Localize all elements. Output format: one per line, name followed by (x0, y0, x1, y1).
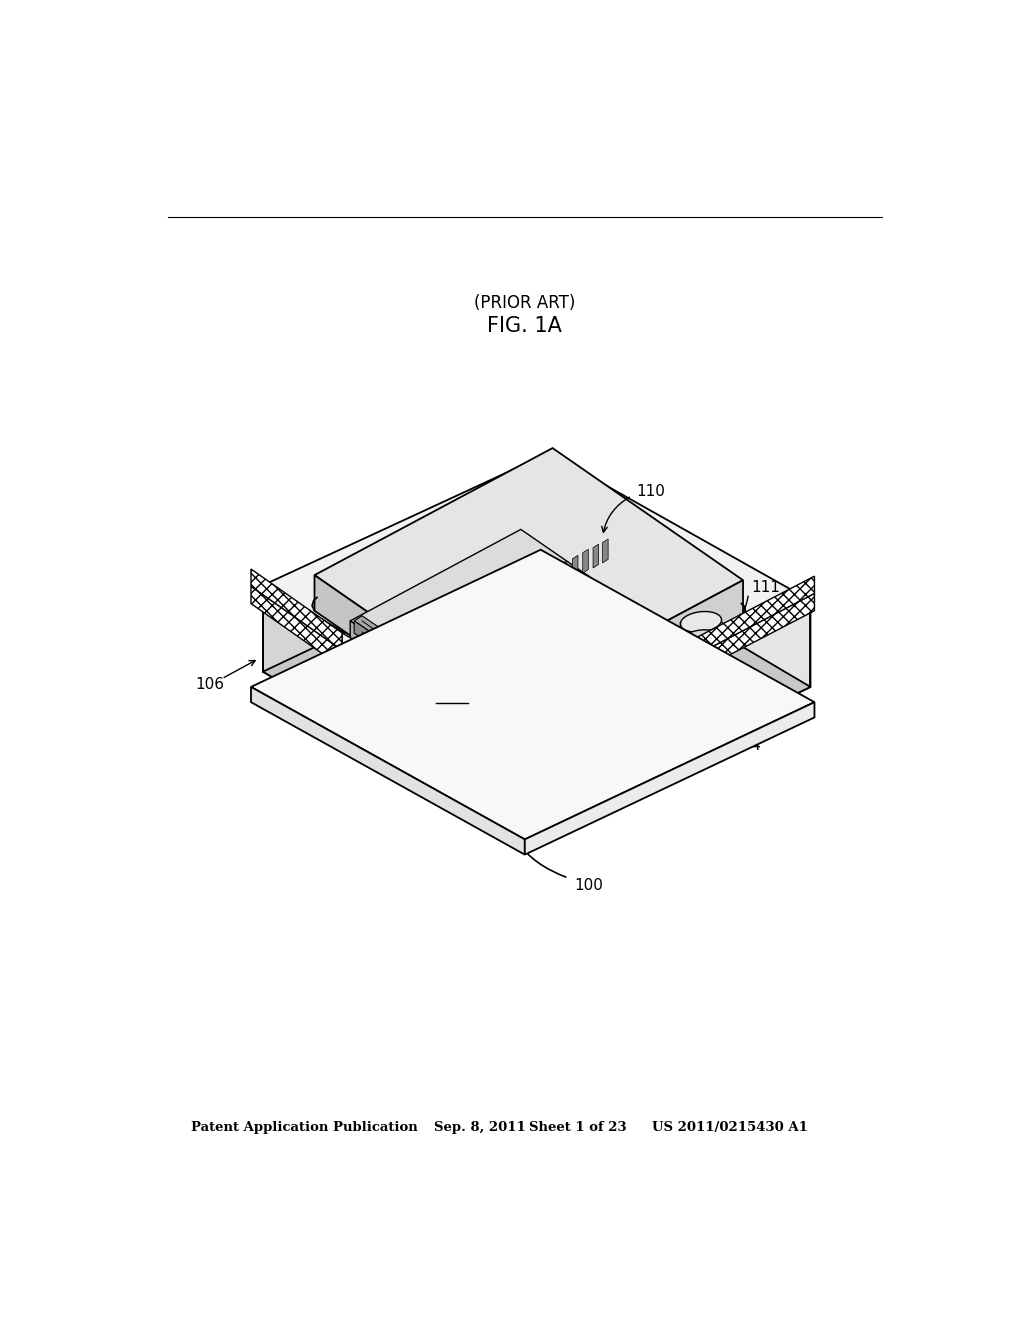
Text: 106: 106 (196, 677, 224, 693)
Polygon shape (350, 620, 454, 713)
Polygon shape (354, 615, 410, 653)
Polygon shape (354, 620, 401, 665)
Polygon shape (541, 572, 546, 595)
Ellipse shape (680, 611, 722, 632)
Polygon shape (691, 594, 814, 675)
Polygon shape (524, 702, 814, 854)
Polygon shape (524, 601, 811, 824)
Polygon shape (350, 529, 624, 692)
Text: 111: 111 (751, 579, 780, 595)
Polygon shape (454, 601, 624, 713)
Polygon shape (551, 566, 557, 590)
Text: (PRIOR ART): (PRIOR ART) (474, 294, 575, 312)
Polygon shape (263, 535, 811, 824)
Text: FIG. 1A: FIG. 1A (487, 315, 562, 337)
Text: 104: 104 (733, 738, 762, 754)
Ellipse shape (680, 630, 722, 651)
Text: 100: 100 (574, 878, 604, 892)
Polygon shape (251, 686, 524, 854)
Polygon shape (505, 581, 743, 743)
Text: 108: 108 (441, 631, 470, 645)
Polygon shape (593, 544, 599, 568)
Polygon shape (251, 586, 342, 668)
Polygon shape (263, 453, 811, 738)
Polygon shape (251, 549, 814, 840)
Polygon shape (691, 576, 814, 657)
Polygon shape (572, 556, 578, 579)
Text: Sheet 1 of 23: Sheet 1 of 23 (528, 1121, 627, 1134)
Polygon shape (251, 569, 342, 651)
Polygon shape (263, 585, 524, 824)
Polygon shape (561, 561, 567, 585)
Text: Sep. 8, 2011: Sep. 8, 2011 (433, 1121, 525, 1134)
Polygon shape (517, 640, 691, 752)
Polygon shape (583, 549, 588, 573)
Polygon shape (342, 651, 517, 770)
Polygon shape (342, 634, 517, 752)
Polygon shape (602, 539, 608, 562)
Text: Patent Application Publication: Patent Application Publication (191, 1121, 418, 1134)
Text: 110: 110 (636, 484, 665, 499)
Text: US 2011/0215430 A1: US 2011/0215430 A1 (652, 1121, 808, 1134)
Polygon shape (528, 577, 535, 601)
Polygon shape (517, 657, 691, 770)
Polygon shape (314, 576, 505, 743)
Polygon shape (314, 447, 743, 708)
